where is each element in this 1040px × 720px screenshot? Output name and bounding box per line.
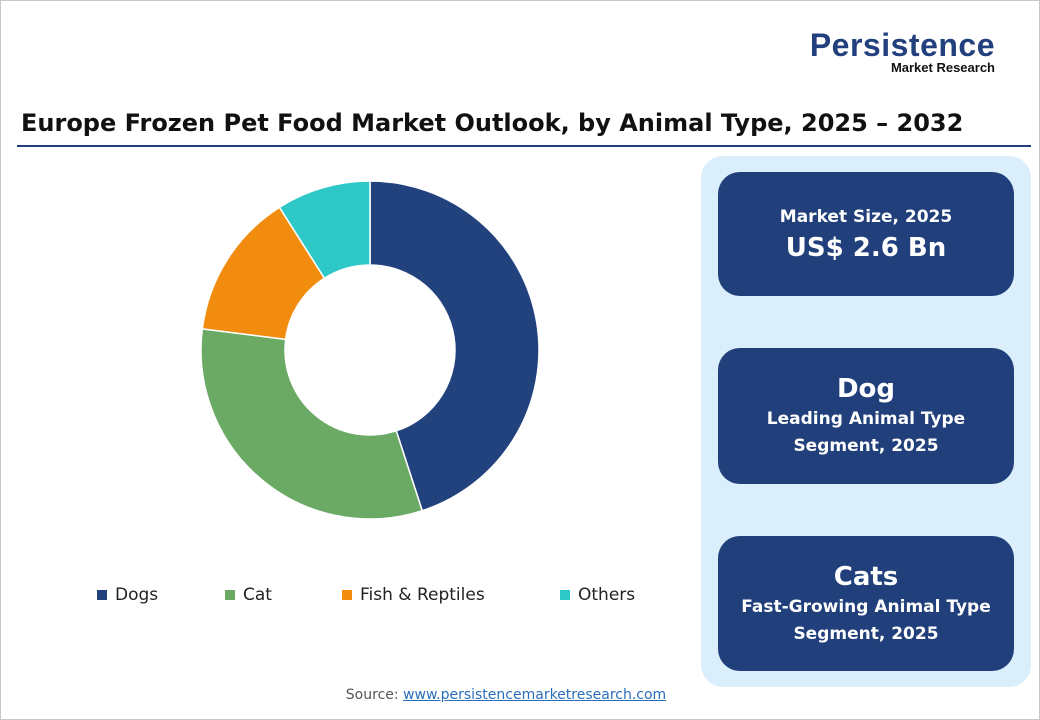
legend-swatch [225, 590, 235, 600]
summary-panel: Market Size, 2025 US$ 2.6 Bn Dog Leading… [701, 156, 1031, 687]
card-value: Cats [833, 561, 899, 592]
legend-swatch [560, 590, 570, 600]
card-label: Segment, 2025 [793, 436, 939, 456]
card-label: Leading Animal Type [766, 409, 966, 429]
donut-slice-cat [200, 327, 424, 520]
legend-label: Cat [243, 585, 272, 605]
card-value: Dog [836, 374, 896, 404]
leading-segment-card: Dog Leading Animal Type Segment, 2025 [718, 348, 1014, 484]
source-link[interactable]: www.persistencemarketresearch.com [403, 687, 667, 703]
legend-swatch [342, 590, 352, 600]
legend: Dogs Cat Fish & Reptiles Others [97, 585, 635, 605]
legend-item-fish-reptiles: Fish & Reptiles [342, 585, 560, 605]
card-value: US$ 2.6 Bn [785, 232, 947, 263]
logo-name: Persistence [809, 27, 995, 63]
card-label: Market Size, 2025 [779, 206, 953, 227]
chart-title: Europe Frozen Pet Food Market Outlook, b… [21, 109, 964, 137]
market-size-card: Market Size, 2025 US$ 2.6 Bn [718, 172, 1014, 296]
legend-label: Dogs [115, 585, 159, 605]
legend-label: Fish & Reptiles [360, 585, 485, 605]
title-divider [17, 145, 1031, 147]
legend-label: Others [578, 585, 636, 605]
donut-slice-others [278, 180, 371, 280]
fast-growing-segment-card: Cats Fast-Growing Animal Type Segment, 2… [718, 536, 1014, 671]
donut-chart [200, 180, 540, 520]
card-label: Segment, 2025 [793, 623, 939, 644]
source-note: Source: www.persistencemarketresearch.co… [1, 687, 1011, 703]
legend-item-others: Others [560, 585, 635, 605]
legend-swatch [97, 590, 107, 600]
legend-item-cat: Cat [225, 585, 342, 605]
donut-slice-dogs [369, 180, 540, 512]
card-label: Fast-Growing Animal Type [741, 596, 991, 617]
logo-subtitle: Market Research [890, 60, 995, 75]
legend-item-dogs: Dogs [97, 585, 225, 605]
logo: Persistence Market Research [810, 29, 995, 75]
source-label: Source: [345, 687, 399, 703]
